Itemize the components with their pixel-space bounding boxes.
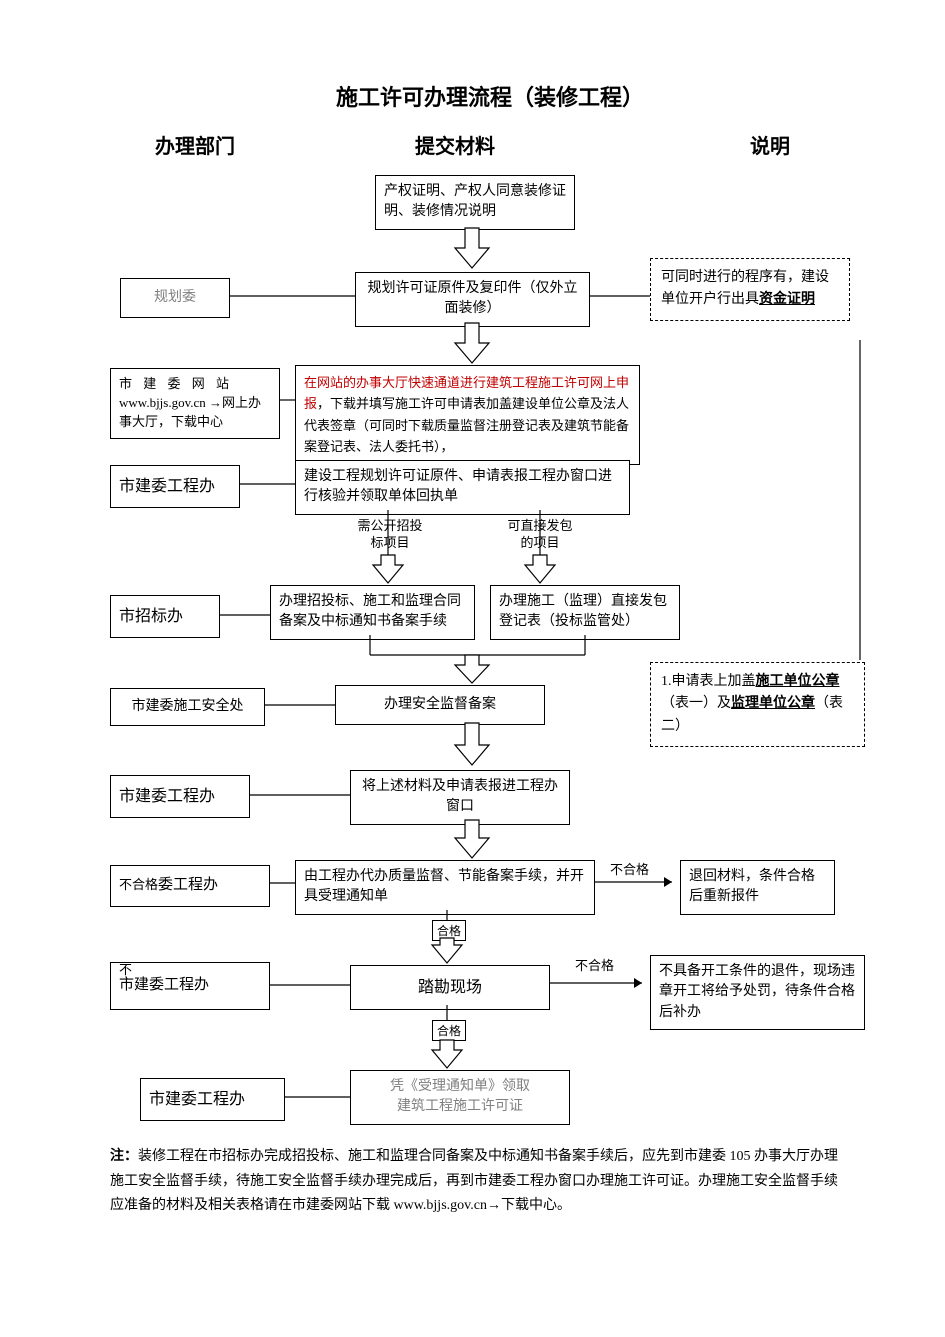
dept-1: 规划委 [120, 278, 230, 318]
dept-8: 不 市建委工程办 [110, 962, 270, 1010]
dept-6: 市建委工程办 [110, 775, 250, 818]
step-1: 产权证明、产权人同意装修证明、装修情况说明 [375, 175, 575, 230]
step-6: 办理安全监督备案 [335, 685, 545, 725]
footnote-text: 装修工程在市招标办完成招投标、施工和监理合同备案及中标通知书备案手续后，应先到市… [110, 1149, 838, 1213]
note-2c: （表一）及 [661, 696, 731, 711]
note-2a: 1.申请表上加盖 [661, 674, 756, 689]
fail-box-8: 退回材料，条件合格后重新报件 [680, 860, 835, 915]
dept-5: 市建委施工安全处 [110, 688, 265, 726]
step-10a: 凭《受理通知单》领取 [390, 1079, 530, 1094]
step-5l: 办理招投标、施工和监理合同备案及中标通知书备案手续 [270, 585, 475, 640]
dept-2: 市 建 委 网 站 www.bjjs.gov.cn →网上办事大厅，下载中心 [110, 368, 280, 439]
branch-left: 需公开招投标项目 [355, 518, 425, 552]
step-7: 将上述材料及申请表报进工程办窗口 [350, 770, 570, 825]
page-title: 施工许可办理流程（装修工程） [280, 80, 700, 112]
dept-2-l1: 市 建 委 网 站 [119, 376, 233, 391]
note-2b: 施工单位公章 [756, 674, 840, 689]
note-1b: 资金证明 [759, 292, 815, 307]
dept-3: 市建委工程办 [110, 465, 240, 508]
s8-pass-tag: 合格 [432, 920, 466, 941]
step-3: 在网站的办事大厅快速通道进行建筑工程施工许可网上申报，下载并填写施工许可申请表加… [295, 365, 640, 465]
fail-box-9: 不具备开工条件的退件，现场违章开工将给予处罚，待条件合格后补办 [650, 955, 865, 1030]
col-material: 提交材料 [415, 130, 495, 159]
step-10b: 建筑工程施工许可证 [397, 1099, 523, 1114]
s8-fail-label: 不合格 [610, 862, 649, 879]
s9-fail-label: 不合格 [575, 958, 614, 975]
step-4: 建设工程规划许可证原件、申请表报工程办窗口进行核验并领取单体回执单 [295, 460, 630, 515]
step-10: 凭《受理通知单》领取 建筑工程施工许可证 [350, 1070, 570, 1125]
note-2: 1.申请表上加盖施工单位公章（表一）及监理单位公章（表二） [650, 662, 865, 747]
dept-7-pre: 不合格 [119, 877, 158, 892]
footnote: 注：装修工程在市招标办完成招投标、施工和监理合同备案及中标通知书备案手续后，应先… [110, 1145, 850, 1219]
dept-7-main: 委工程办 [158, 877, 218, 893]
col-dept: 办理部门 [155, 130, 235, 159]
dept-7: 不合格委工程办 [110, 865, 270, 907]
dept-9: 市建委工程办 [140, 1078, 285, 1121]
s9-pass-tag: 合格 [432, 1020, 466, 1041]
dept-8-main: 市建委工程办 [119, 977, 209, 993]
branch-right: 可直接发包的项目 [505, 518, 575, 552]
note-2d: 监理单位公章 [731, 696, 815, 711]
step-2-text: 规划许可证原件及复印件（仅外立面装修） [368, 281, 578, 316]
footnote-label: 注： [110, 1149, 138, 1164]
step-5r: 办理施工（监理）直接发包登记表（投标监管处） [490, 585, 680, 640]
dept-2-l2: www.bjjs.gov.cn →网上办事大厅，下载中心 [119, 395, 261, 429]
dept-8-pre: 不 [119, 961, 132, 980]
step-3-rest: ，下载并填写施工许可申请表加盖建设单位公章及法人代表签章（可同时下载质量监督注册… [304, 396, 629, 454]
dept-4: 市招标办 [110, 595, 220, 638]
step-9: 踏勘现场 [350, 965, 550, 1010]
col-note: 说明 [750, 130, 790, 159]
note-1: 可同时进行的程序有，建设单位开户行出具资金证明 [650, 258, 850, 321]
step-8: 由工程办代办质量监督、节能备案手续，并开具受理通知单 [295, 860, 595, 915]
step-2: 规划许可证原件及复印件（仅外立面装修） [355, 272, 590, 327]
